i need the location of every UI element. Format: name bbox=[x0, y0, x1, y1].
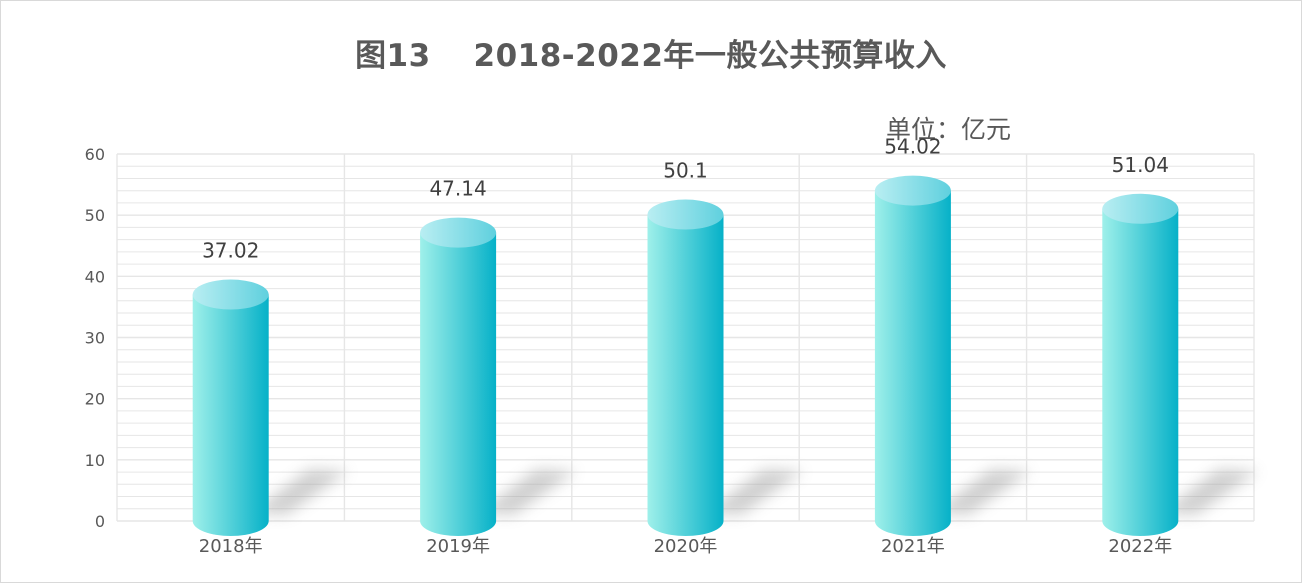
bar-shadow bbox=[1160, 469, 1259, 515]
bar-body bbox=[874, 190, 951, 536]
data-label: 50.1 bbox=[663, 159, 708, 183]
y-tick-label: 40 bbox=[85, 267, 105, 286]
data-label: 51.04 bbox=[1112, 153, 1169, 177]
bar-top bbox=[874, 175, 951, 206]
axis-labels: 0 10 20 30 40 50 60 2018年 2019年 2020年 2021年 2022年 bbox=[85, 145, 1173, 557]
bar-shadow bbox=[932, 469, 1031, 515]
unit-label: 单位：亿元 bbox=[886, 115, 1012, 144]
x-tick-label: 2018年 bbox=[199, 536, 263, 557]
bar-top bbox=[647, 199, 724, 230]
bar-body bbox=[1102, 208, 1179, 536]
bar-shadows bbox=[250, 469, 1259, 515]
y-tick-label: 30 bbox=[85, 329, 105, 348]
x-tick-label: 2022年 bbox=[1108, 536, 1172, 557]
bar-shadow bbox=[705, 469, 804, 515]
chart-title: 图13 2018-2022年一般公共预算收入 bbox=[355, 38, 947, 74]
data-label: 37.02 bbox=[202, 239, 259, 263]
bar-top bbox=[1102, 193, 1179, 224]
bar-top bbox=[420, 217, 497, 248]
value-labels: 37.02 47.14 50.1 54.02 51.04 bbox=[202, 135, 1169, 263]
bar-shadow bbox=[250, 469, 349, 515]
bar-body bbox=[647, 214, 724, 536]
y-tick-label: 50 bbox=[85, 206, 105, 225]
x-tick-label: 2021年 bbox=[881, 536, 945, 557]
y-tick-label: 0 bbox=[95, 512, 105, 531]
data-label: 47.14 bbox=[429, 177, 486, 201]
x-tick-label: 2019年 bbox=[426, 536, 490, 557]
bar-shadow bbox=[478, 469, 577, 515]
bars bbox=[192, 175, 1179, 536]
y-tick-label: 10 bbox=[85, 451, 105, 470]
data-label: 54.02 bbox=[884, 135, 941, 159]
bar-body bbox=[420, 232, 497, 536]
y-tick-label: 20 bbox=[85, 390, 105, 409]
bar-body bbox=[192, 294, 269, 536]
bar-top bbox=[192, 279, 269, 310]
x-tick-label: 2020年 bbox=[654, 536, 718, 557]
y-tick-label: 60 bbox=[85, 145, 105, 164]
